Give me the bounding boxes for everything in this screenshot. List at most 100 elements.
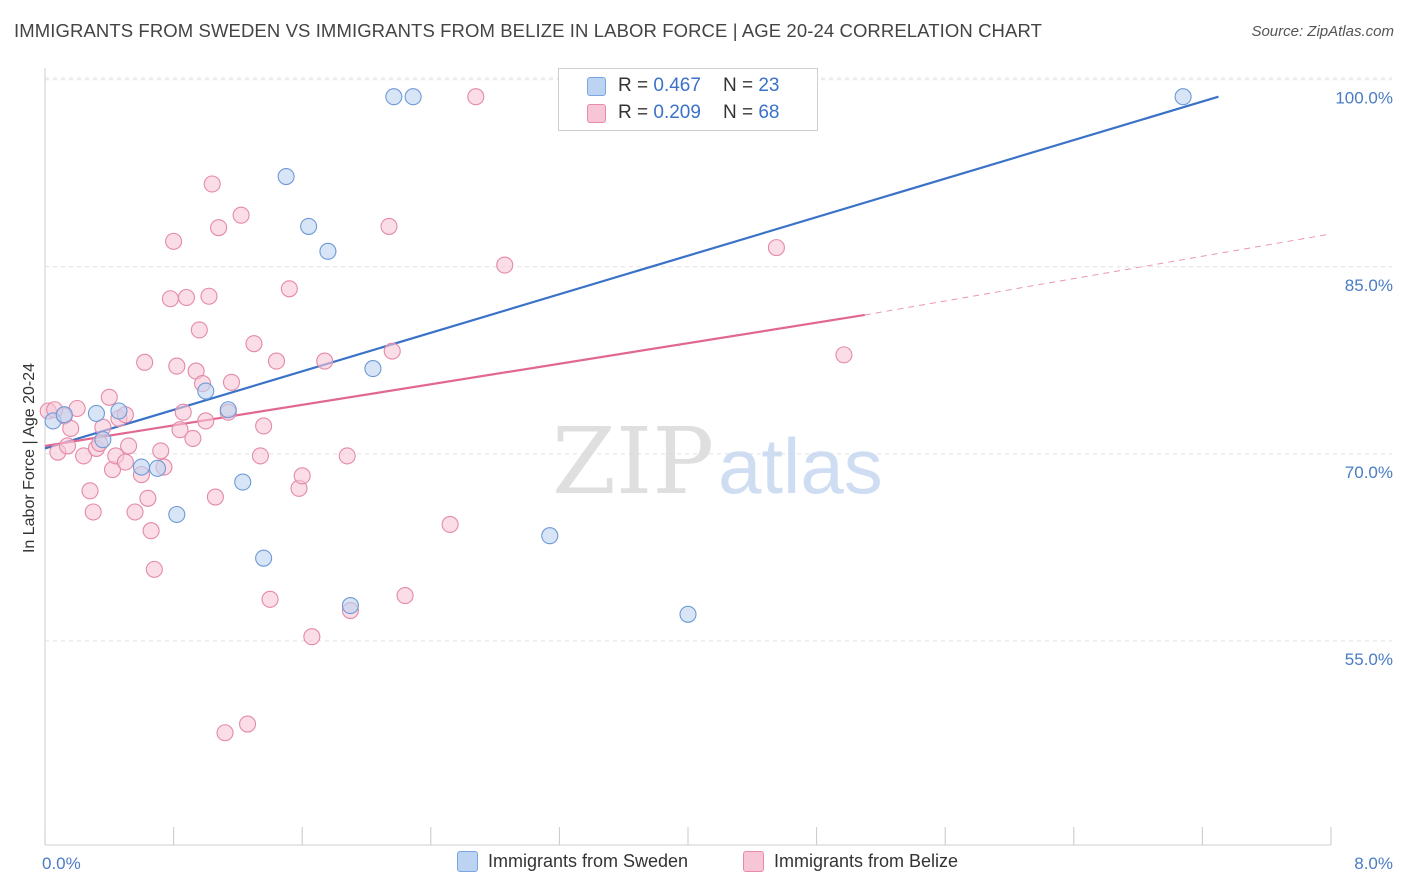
- belize-point: [767, 239, 785, 257]
- sweden-point: [255, 549, 273, 567]
- watermark-zip: ZIP: [552, 408, 714, 515]
- belize-point: [293, 467, 311, 485]
- series-legend: Immigrants from Sweden Immigrants from B…: [0, 851, 1406, 879]
- legend-r-belize: 0.209: [653, 102, 701, 123]
- y-tick-label: 100.0%: [1335, 89, 1393, 108]
- belize-point: [75, 447, 93, 465]
- sweden-point: [132, 458, 150, 476]
- source-credit: Source: ZipAtlas.com: [1251, 23, 1394, 40]
- belize-point: [171, 421, 189, 439]
- belize-point: [303, 628, 321, 646]
- belize-point: [267, 352, 286, 370]
- legend-r-sweden: 0.467: [653, 75, 701, 96]
- sweden-point: [234, 473, 252, 491]
- belize-point: [58, 437, 77, 455]
- sweden-point: [541, 527, 559, 545]
- belize-point: [145, 560, 163, 578]
- trend-lines: [44, 95, 1332, 450]
- series-legend-belize: Immigrants from Belize: [743, 851, 958, 872]
- belize-point: [161, 290, 179, 308]
- belize-point: [496, 256, 514, 274]
- belize-point: [142, 522, 160, 540]
- belize-point: [190, 321, 208, 339]
- grid-lines: [45, 77, 1392, 642]
- belize-point: [152, 442, 170, 460]
- belize-point: [255, 417, 273, 435]
- belize-point: [203, 175, 221, 193]
- belize-point: [245, 335, 263, 353]
- y-tick-label: 55.0%: [1345, 650, 1393, 669]
- chart-title: IMMIGRANTS FROM SWEDEN VS IMMIGRANTS FRO…: [14, 20, 1042, 41]
- sweden-point: [55, 406, 73, 424]
- legend-n-label: N =: [722, 102, 754, 123]
- sweden-point: [679, 605, 697, 623]
- belize-point: [165, 232, 183, 250]
- axes: [44, 68, 1332, 846]
- legend-n-label: N =: [722, 75, 754, 96]
- legend-swatch-sweden: [587, 76, 606, 96]
- belize-point: [200, 287, 218, 305]
- sweden-point: [168, 505, 186, 524]
- belize-point: [120, 437, 138, 455]
- sweden-point: [87, 404, 105, 423]
- sweden-point: [341, 596, 359, 615]
- sweden-point: [385, 88, 403, 106]
- belize-point: [81, 482, 99, 500]
- sweden-point: [404, 88, 422, 106]
- belize-point: [316, 352, 334, 370]
- sweden-point: [300, 217, 318, 235]
- belize-point: [168, 357, 186, 375]
- belize-point: [84, 503, 102, 521]
- belize-point: [216, 724, 234, 742]
- belize-point: [222, 373, 241, 391]
- belize-point: [210, 219, 228, 237]
- belize-point: [126, 503, 144, 521]
- x-tick-labels: 0.0% 8.0%: [42, 854, 1393, 873]
- sweden-trend-line: [44, 95, 1219, 450]
- belize-point: [136, 353, 154, 371]
- series-legend-sweden: Immigrants from Sweden: [457, 851, 688, 872]
- belize-point: [251, 447, 269, 465]
- legend-row-belize: R = 0.209 N = 68: [587, 100, 779, 126]
- belize-point: [62, 419, 80, 438]
- sweden-point: [197, 382, 215, 400]
- belize-point: [396, 587, 414, 605]
- y-tick-labels: 55.0% 70.0% 85.0% 100.0%: [1335, 89, 1393, 669]
- legend-swatch-belize: [587, 103, 606, 123]
- legend-r-label: R =: [618, 102, 649, 123]
- sweden-point: [277, 167, 295, 186]
- belize-point: [383, 342, 401, 360]
- series-label-belize: Immigrants from Belize: [774, 851, 959, 871]
- belize-point: [338, 447, 356, 465]
- belize-point: [835, 346, 853, 364]
- stats-legend: R = 0.467 N = 23 R = 0.209 N = 68: [558, 68, 818, 131]
- series-swatch-sweden: [457, 851, 478, 872]
- sweden-point: [148, 459, 167, 477]
- belize-point: [441, 515, 459, 534]
- sweden-point: [110, 402, 128, 420]
- belize-point: [174, 403, 192, 421]
- watermark: ZIP atlas: [552, 408, 883, 515]
- belize-point: [467, 88, 485, 106]
- legend-r-label: R =: [618, 75, 649, 96]
- belize-point: [184, 429, 202, 447]
- belize-point: [177, 288, 196, 307]
- y-tick-label: 85.0%: [1345, 276, 1393, 295]
- watermark-atlas: atlas: [718, 422, 883, 510]
- belize-point: [116, 453, 134, 471]
- belize-point: [280, 280, 298, 298]
- sweden-point: [319, 242, 337, 260]
- belize-trend-extension: [864, 233, 1332, 316]
- sweden-point: [219, 401, 237, 419]
- belize-point: [197, 412, 215, 430]
- belize-point: [100, 388, 118, 406]
- y-tick-label: 70.0%: [1345, 463, 1393, 482]
- legend-row-sweden: R = 0.467 N = 23: [587, 73, 779, 99]
- sweden-point: [94, 431, 112, 449]
- y-axis-title: In Labor Force | Age 20-24: [21, 363, 38, 553]
- belize-point: [380, 217, 398, 235]
- series-label-sweden: Immigrants from Sweden: [488, 851, 689, 871]
- belize-point: [238, 715, 257, 733]
- sweden-point: [364, 360, 382, 378]
